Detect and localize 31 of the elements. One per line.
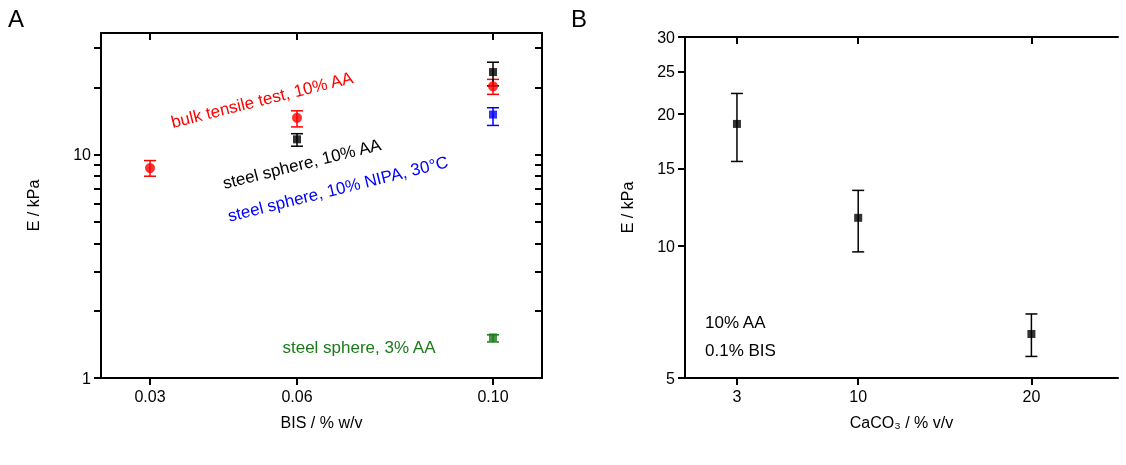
x-tick-label: 3 [732, 387, 742, 405]
chart-title: A [8, 4, 25, 32]
point [854, 213, 863, 222]
y-tick-label: 10 [657, 237, 676, 255]
y-tick-label: 20 [657, 105, 676, 123]
y-tick-label: 25 [657, 63, 676, 81]
annotation: 0.1% BIS [705, 340, 776, 360]
point [292, 112, 302, 123]
x-tick-label: 20 [1022, 387, 1041, 405]
x-tick-label: 0.10 [477, 387, 509, 405]
x-tick-label: 10 [849, 387, 868, 405]
annotation: 10% AA [705, 312, 767, 332]
x-tick-label: 0.06 [281, 387, 313, 405]
text: steel sphere, 3% AA [282, 337, 437, 357]
point [489, 68, 497, 77]
y-tick-label: 1 [82, 369, 92, 387]
y-tick-label: 30 [657, 28, 676, 46]
x-tick-label: 0.03 [134, 387, 166, 405]
x-axis-title: BIS / % w/v [280, 413, 363, 431]
x-axis-title: CaCO₃ / % v/v [849, 413, 954, 431]
y-tick-label: 15 [657, 160, 676, 178]
chart-title: B [571, 4, 588, 32]
y-axis-title: E / kPa [618, 181, 636, 234]
point [488, 81, 498, 92]
text: bulk tensile test, 10% AA [169, 67, 356, 132]
y-tick-label: 5 [666, 369, 676, 387]
point [489, 110, 497, 119]
point [145, 163, 155, 174]
point [732, 119, 741, 128]
y-axis-title: E / kPa [24, 179, 42, 232]
point [1027, 330, 1036, 339]
